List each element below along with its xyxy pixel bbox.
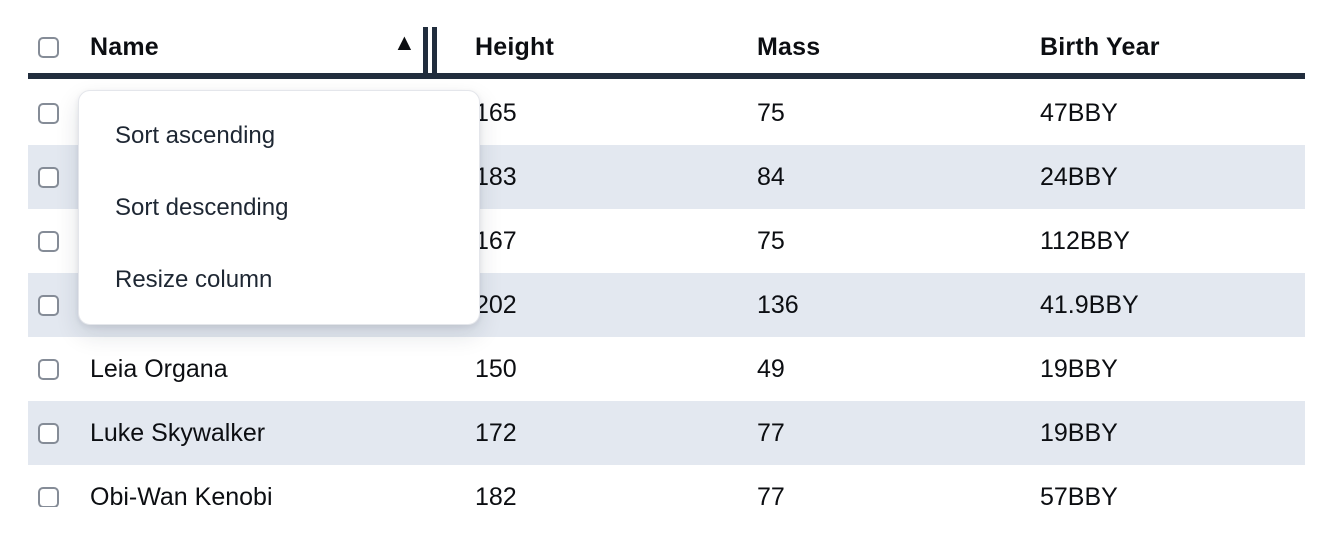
table-header-row: Name ▲ Height Mass Birth Year — [28, 0, 1305, 79]
row-checkbox[interactable] — [38, 294, 59, 316]
cell-height: 202 — [475, 290, 517, 319]
cell-birth-year: 19BBY — [1040, 354, 1118, 383]
cell-mass: 136 — [757, 290, 799, 319]
menu-item-sort-descending[interactable]: Sort descending — [115, 194, 289, 221]
cell-name: Leia Organa — [90, 354, 228, 383]
cell-mass: 49 — [757, 354, 785, 383]
menu-item-sort-ascending[interactable]: Sort ascending — [115, 122, 276, 149]
cell-height: 183 — [475, 162, 517, 191]
cell-mass: 75 — [757, 98, 785, 127]
row-checkbox[interactable] — [38, 486, 59, 507]
column-context-menu: Sort ascending Sort descending Resize co… — [78, 90, 480, 325]
row-checkbox[interactable] — [38, 230, 59, 252]
column-header-height[interactable]: Height — [475, 0, 757, 73]
cell-height: 172 — [475, 418, 517, 447]
menu-item-resize-column[interactable]: Resize column — [115, 266, 273, 293]
column-header-mass-label: Mass — [757, 33, 821, 61]
cell-birth-year: 112BBY — [1040, 226, 1130, 255]
cell-height: 165 — [475, 98, 517, 127]
row-checkbox[interactable] — [38, 166, 59, 188]
row-checkbox[interactable] — [38, 102, 59, 124]
table-row: Luke Skywalker 172 77 19BBY — [28, 401, 1305, 465]
table-row: Leia Organa 150 49 19BBY — [28, 337, 1305, 401]
column-header-name-label: Name — [90, 33, 159, 61]
cell-birth-year: 41.9BBY — [1040, 290, 1139, 319]
sort-ascending-icon: ▲ — [393, 29, 416, 55]
cell-height: 150 — [475, 354, 517, 383]
cell-name: Obi-Wan Kenobi — [90, 482, 273, 508]
cell-birth-year: 57BBY — [1040, 482, 1118, 508]
row-checkbox[interactable] — [38, 358, 59, 380]
cell-birth-year: 19BBY — [1040, 418, 1118, 447]
cell-birth-year: 24BBY — [1040, 162, 1118, 191]
cell-birth-year: 47BBY — [1040, 98, 1118, 127]
cell-name: Luke Skywalker — [90, 418, 266, 447]
cell-mass: 75 — [757, 226, 785, 255]
resize-bar-icon — [432, 27, 437, 77]
column-header-mass[interactable]: Mass — [757, 0, 1040, 73]
column-resize-handle[interactable] — [423, 27, 437, 77]
row-checkbox[interactable] — [38, 422, 59, 444]
select-all-checkbox[interactable] — [38, 37, 59, 58]
column-header-birth-year[interactable]: Birth Year — [1040, 0, 1305, 73]
header-select-all-cell — [28, 0, 90, 73]
column-header-height-label: Height — [475, 33, 554, 61]
cell-height: 167 — [475, 226, 517, 255]
column-header-birth-year-label: Birth Year — [1040, 33, 1160, 61]
cell-height: 182 — [475, 482, 517, 508]
resize-bar-icon — [423, 27, 428, 77]
table-row: Obi-Wan Kenobi 182 77 57BBY — [28, 465, 1305, 507]
cell-mass: 77 — [757, 482, 785, 508]
cell-mass: 77 — [757, 418, 785, 447]
column-header-name[interactable]: Name ▲ — [90, 0, 475, 77]
cell-mass: 84 — [757, 162, 785, 191]
